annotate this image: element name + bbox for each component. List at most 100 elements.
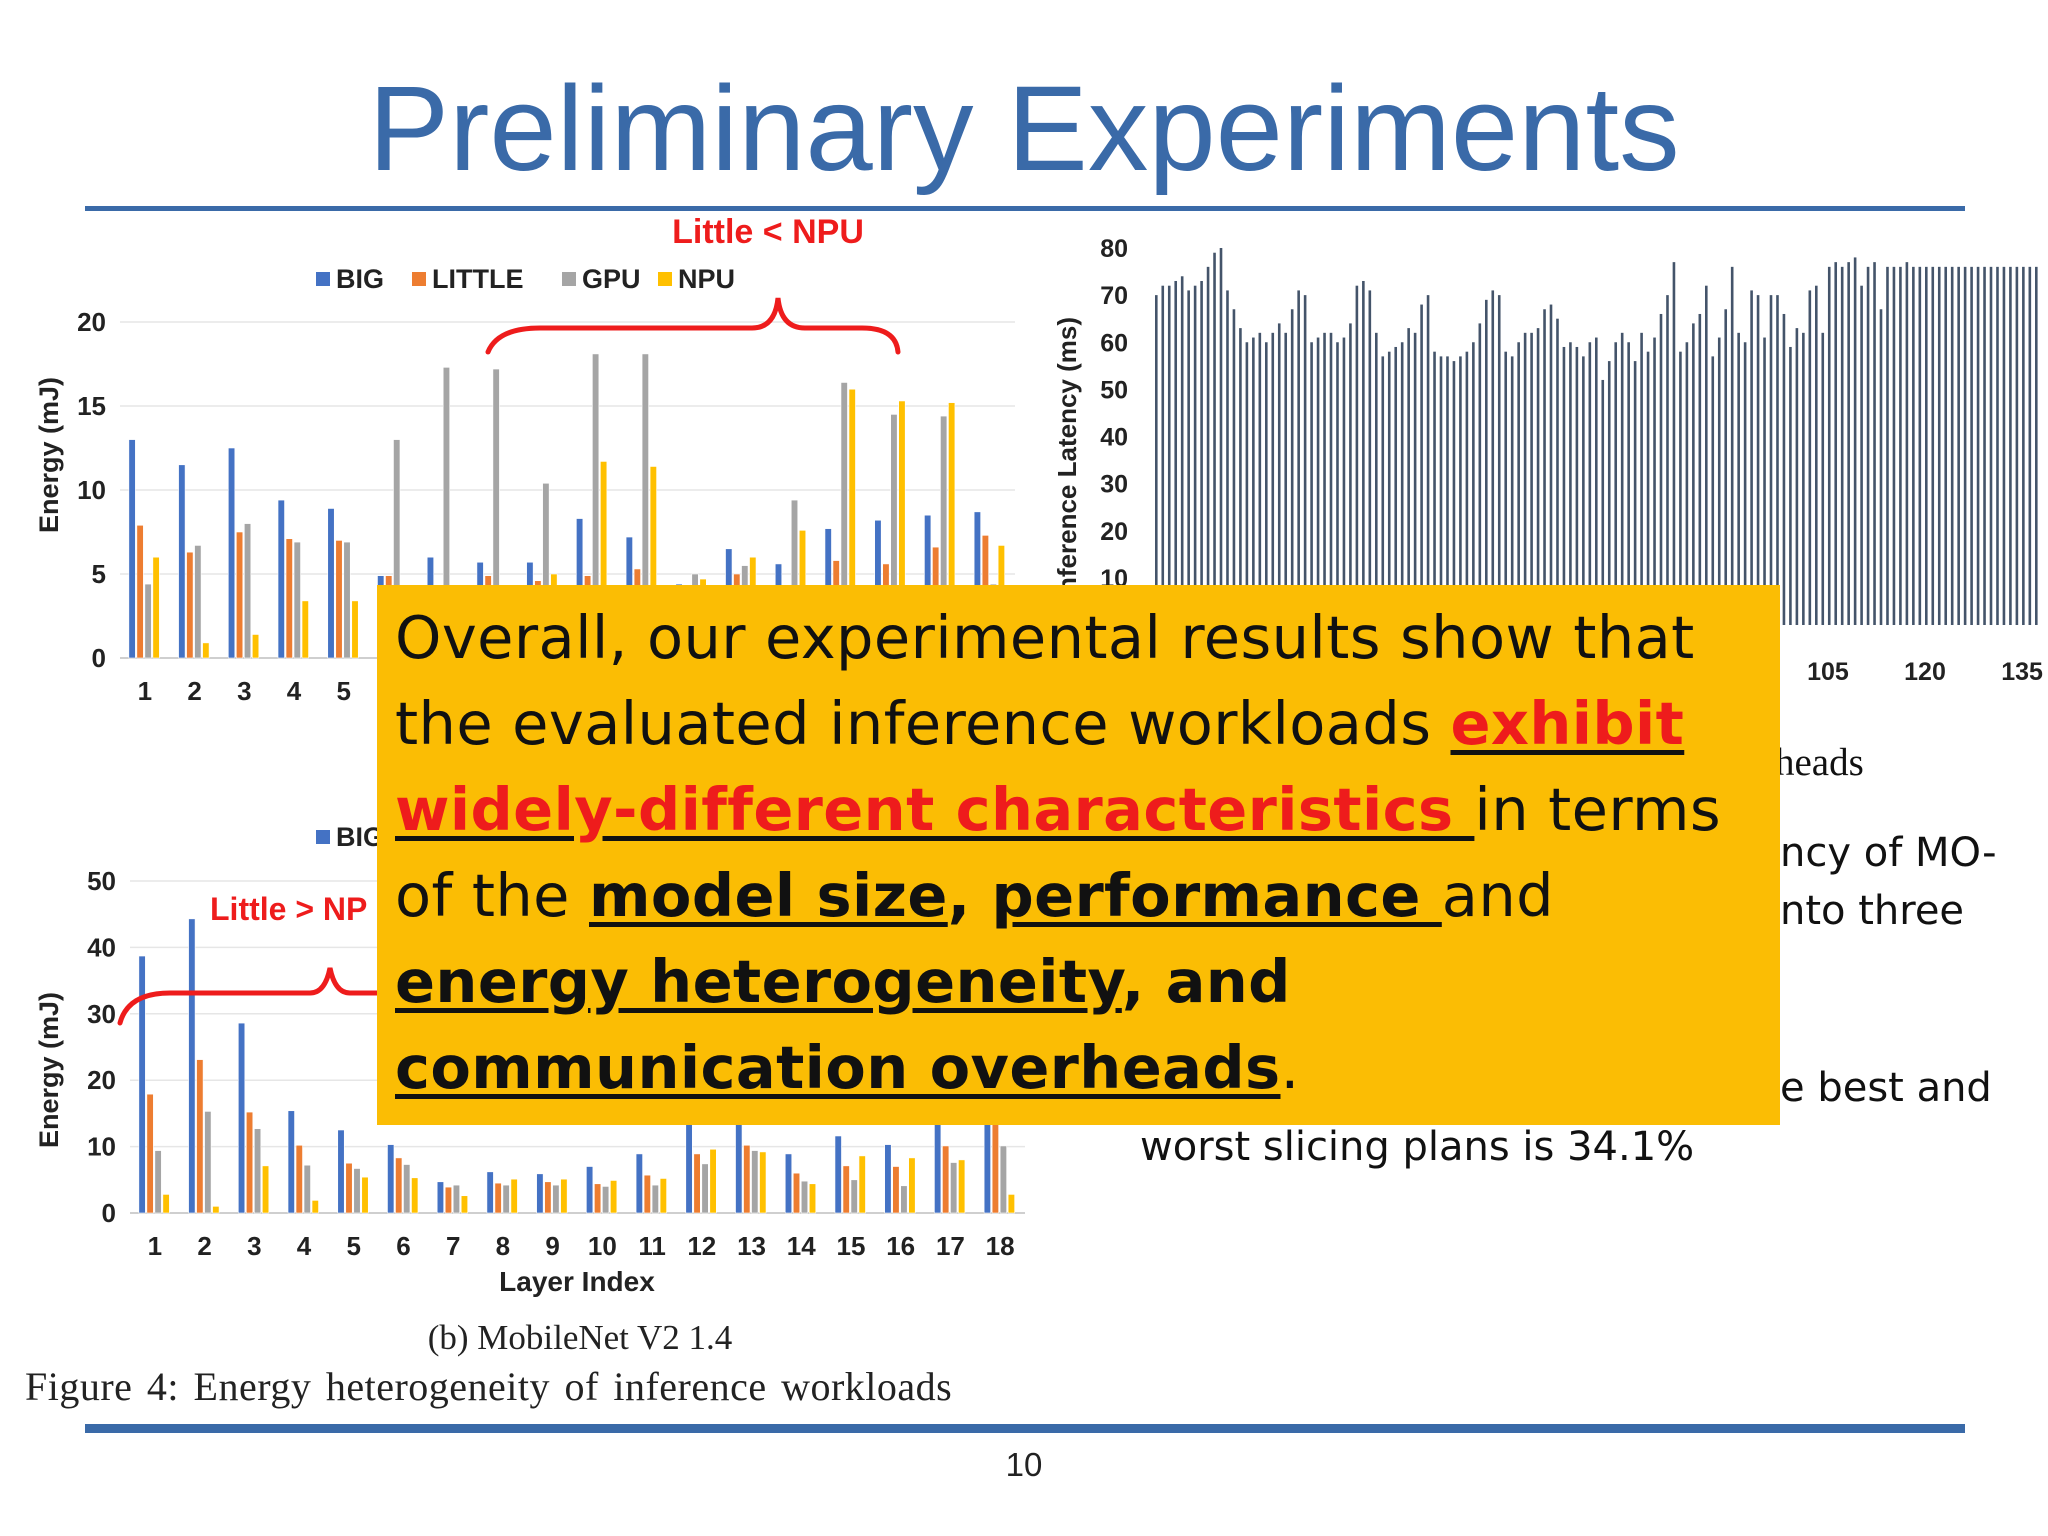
bar-gpu-10 <box>602 1186 610 1214</box>
latency-bar-122 <box>1937 266 1941 625</box>
highlight-characteristics: exhibit widely-different characteristics <box>395 689 1685 844</box>
latency-bar-13 <box>1232 309 1236 625</box>
latency-bar-82 <box>1679 351 1682 625</box>
bar-gpu-15 <box>850 1179 858 1214</box>
latency-bar-88 <box>1717 337 1721 625</box>
bar-npu-4 <box>301 600 309 659</box>
latency-bar-67 <box>1582 356 1585 625</box>
brace-bottom <box>117 967 381 1026</box>
y-tick-label: 10 <box>87 1132 116 1162</box>
bar-big-6 <box>387 1144 395 1214</box>
latency-bar-121 <box>1931 266 1935 625</box>
summary-text-part: Overall, our experimental results show t… <box>395 603 1695 758</box>
footer-divider <box>85 1424 1965 1433</box>
latency-bar-74 <box>1627 342 1630 625</box>
latency-bar-98 <box>1782 313 1786 625</box>
latency-bar-90 <box>1730 266 1734 625</box>
latency-bar-58 <box>1523 332 1527 625</box>
latency-bar-115 <box>1892 266 1896 625</box>
y-tick-label: 40 <box>87 932 116 962</box>
latency-bar-26 <box>1316 337 1320 625</box>
bar-little-2 <box>186 551 194 659</box>
legend-swatch-gpu <box>562 272 576 286</box>
latency-bar-7 <box>1193 285 1197 625</box>
x-tick-label: 2 <box>187 676 201 706</box>
latency-bar-71 <box>1607 361 1611 625</box>
bar-gpu-2 <box>204 1111 212 1214</box>
figure-subcaption: (b) MobileNet V2 1.4 <box>427 1318 733 1357</box>
latency-bar-63 <box>1556 318 1559 625</box>
x-tick-label: 105 <box>1807 658 1849 686</box>
bar-little-17 <box>942 1145 950 1214</box>
bar-little-5 <box>345 1162 353 1214</box>
latency-bar-56 <box>1510 356 1514 625</box>
latency-bar-23 <box>1297 290 1300 625</box>
right-text-line-2: nto three <box>1780 888 1965 934</box>
latency-bar-83 <box>1685 342 1689 625</box>
latency-bar-107 <box>1840 266 1844 625</box>
latency-bar-16 <box>1252 337 1255 625</box>
latency-bar-14 <box>1239 328 1242 625</box>
y-tick-label: 40 <box>1100 424 1128 452</box>
bar-npu-4 <box>311 1200 319 1214</box>
latency-bar-75 <box>1633 361 1637 625</box>
latency-bar-21 <box>1284 332 1288 625</box>
bar-gpu-3 <box>244 523 252 659</box>
bar-big-3 <box>228 447 236 659</box>
bar-little-8 <box>494 1182 502 1214</box>
latency-bar-17 <box>1258 332 1262 625</box>
latency-bar-124 <box>1950 266 1954 625</box>
latency-bar-77 <box>1646 351 1650 625</box>
x-tick-label: 14 <box>787 1231 816 1261</box>
latency-bar-45 <box>1439 356 1443 625</box>
latency-bar-34 <box>1368 290 1372 625</box>
y-tick-label: 30 <box>1100 471 1128 499</box>
legend-swatch-big <box>316 830 330 844</box>
highlight-communication-overheads: communication overheads <box>395 1033 1281 1102</box>
latency-bar-70 <box>1601 379 1605 625</box>
bar-big-5 <box>327 508 335 659</box>
latency-bar-49 <box>1465 351 1469 625</box>
bar-npu-18 <box>1007 1194 1015 1214</box>
latency-bar-128 <box>1976 266 1980 625</box>
legend-label-big: BIG <box>336 822 384 852</box>
latency-bar-130 <box>1989 266 1993 625</box>
y-tick-label: 20 <box>1100 518 1128 546</box>
bar-big-8 <box>486 1171 494 1214</box>
latency-bar-117 <box>1905 262 1909 625</box>
latency-bar-84 <box>1692 323 1695 625</box>
bar-gpu-5 <box>343 541 351 659</box>
bar-big-4 <box>277 499 285 659</box>
bar-little-4 <box>295 1144 303 1214</box>
latency-bar-93 <box>1750 290 1753 625</box>
bar-big-2 <box>178 464 186 659</box>
bar-big-2 <box>188 918 196 1214</box>
x-tick-label: 4 <box>287 676 302 706</box>
legend: BIG <box>316 822 384 852</box>
latency-bar-104 <box>1821 332 1825 625</box>
latency-bar-5 <box>1180 276 1184 625</box>
legend-swatch-npu <box>658 272 672 286</box>
bar-gpu-13 <box>751 1150 759 1214</box>
y-tick-label: 5 <box>92 559 106 589</box>
bar-gpu-7 <box>452 1184 460 1214</box>
latency-bar-3 <box>1167 285 1171 625</box>
bar-little-7 <box>444 1186 452 1214</box>
latency-bar-29 <box>1336 342 1339 625</box>
latency-bar-72 <box>1614 342 1618 625</box>
x-tick-label: 18 <box>986 1231 1015 1261</box>
latency-bar-108 <box>1847 262 1850 625</box>
bar-little-2 <box>196 1059 204 1214</box>
bar-npu-5 <box>351 600 359 659</box>
legend: BIG LITTLE GPU NPU <box>316 264 735 294</box>
y-tick-label: 50 <box>1100 376 1128 404</box>
y-tick-label: 15 <box>77 391 106 421</box>
x-tick-label: 120 <box>1904 658 1946 686</box>
bar-little-1 <box>136 524 144 659</box>
y-tick-label: 0 <box>102 1198 116 1228</box>
latency-bar-19 <box>1271 332 1275 625</box>
latency-bar-10 <box>1213 252 1216 625</box>
y-tick-label: 20 <box>87 1065 116 1095</box>
x-tick-label: 2 <box>197 1231 211 1261</box>
y-tick-label: 30 <box>87 999 116 1029</box>
